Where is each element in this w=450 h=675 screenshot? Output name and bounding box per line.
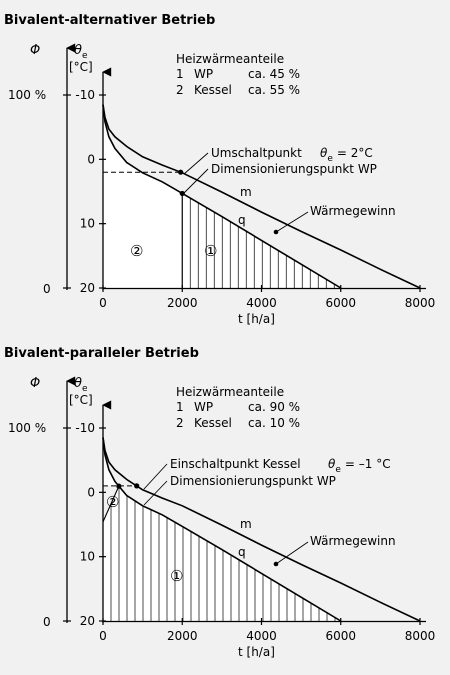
phi-tick-100: 100 % [8, 88, 46, 102]
x-tick-label: 8000 [405, 296, 436, 310]
legend-row-1-share: ca. 45 % [248, 67, 300, 81]
legend-row-1-num: 1 [176, 67, 184, 81]
x-tick-label: 2000 [167, 629, 198, 643]
legend-row-2-num: 2 [176, 416, 184, 430]
legend-row-2-num: 2 [176, 83, 184, 97]
legend-row-1-share: ca. 90 % [248, 400, 300, 414]
theta-tick-label: -10 [75, 88, 95, 102]
curve-layer [102, 104, 421, 289]
curve-q [102, 437, 342, 622]
legend-row-2-share: ca. 10 % [248, 416, 300, 430]
curve-m [102, 104, 421, 289]
curve-q [102, 104, 342, 289]
gain-leader [275, 211, 309, 233]
theta-tick-label: 0 [87, 152, 95, 166]
area-layer [102, 437, 341, 621]
dimension-point-label: Dimensionierungspunkt WP [170, 474, 336, 488]
legend-row-1-num: 1 [176, 400, 184, 414]
gain-dot [273, 229, 279, 235]
panel-parallel: Bivalent-paralleler Betrieb Φ θe [°C] 10… [4, 346, 435, 659]
switch-point-formula: θe = –1 °C [328, 457, 391, 475]
legend-row-2-share: ca. 55 % [248, 83, 300, 97]
x-tick-label: 6000 [325, 296, 356, 310]
switch-point [178, 169, 184, 175]
panel-alternativ: Bivalent-alternativer Betrieb Φ θe [°C] … [4, 13, 435, 326]
phi-axis-label: Φ [30, 376, 40, 391]
switch-leader [143, 463, 168, 490]
x-tick-label: 2000 [167, 296, 198, 310]
phi-axis-label: Φ [30, 43, 40, 58]
area-kessel [103, 437, 119, 487]
curve-m [102, 437, 421, 622]
phi-tick-0: 0 [43, 282, 51, 296]
legend-title: Heizwärmeanteile [176, 52, 284, 66]
chart-title: Bivalent-alternativer Betrieb [4, 13, 215, 28]
area-kessel [103, 104, 183, 288]
phi-tick-0: 0 [43, 615, 51, 629]
legend-row-1-name: WP [194, 67, 213, 81]
x-tick-label: 4000 [246, 296, 277, 310]
curve-q-label: q [238, 545, 246, 559]
gain-label: Wärmegewinn [310, 534, 396, 548]
theta-axis-label: θe [74, 43, 88, 61]
theta-tick-label: 10 [80, 550, 95, 564]
legend-row-1-name: WP [194, 400, 213, 414]
theta-axis-label: θe [74, 376, 88, 394]
switch-leader [183, 152, 209, 175]
gain-dot [273, 561, 279, 567]
theta-axis-unit: [°C] [69, 393, 93, 407]
switch-point [134, 483, 140, 489]
area-wp [103, 486, 341, 621]
theta-tick-label: 10 [80, 217, 95, 231]
dimension-leader [183, 168, 209, 194]
x-tick-label: 0 [99, 629, 107, 643]
theta-tick-label: 20 [80, 281, 95, 295]
theta-tick-label: 0 [87, 485, 95, 499]
dimension-point-label: Dimensionierungspunkt WP [211, 162, 377, 176]
chart-title: Bivalent-paralleler Betrieb [4, 346, 199, 361]
x-axis-label: t [h/a] [238, 312, 275, 326]
dimension-leader [143, 480, 168, 506]
x-tick-label: 8000 [405, 629, 436, 643]
theta-axis-unit: [°C] [69, 60, 93, 74]
legend-row-2-name: Kessel [194, 83, 232, 97]
legend-title: Heizwärmeanteile [176, 385, 284, 399]
curve-m-label: m [240, 517, 252, 531]
x-axis-label: t [h/a] [238, 645, 275, 659]
tick-layer: -10 0 10 20 0 2000 4000 6000 8000 [63, 88, 435, 310]
legend-row-2-name: Kessel [194, 416, 232, 430]
gain-leader [275, 541, 309, 565]
gain-label: Wärmegewinn [310, 204, 396, 218]
tick-layer: -10 0 10 20 0 2000 4000 6000 8000 [63, 421, 435, 643]
area-2-label: ② [106, 493, 119, 511]
area-layer [103, 104, 341, 288]
area-1-label: ① [204, 242, 217, 260]
curve-layer [102, 437, 421, 622]
switch-point-label: Umschaltpunkt [211, 146, 302, 160]
dimension-point [179, 190, 185, 197]
x-tick-label: 4000 [246, 629, 277, 643]
theta-tick-label: 20 [80, 614, 95, 628]
x-tick-label: 0 [99, 296, 107, 310]
theta-tick-label: -10 [75, 421, 95, 435]
area-2-label: ② [130, 242, 143, 260]
switch-point-label: Einschaltpunkt Kessel [170, 457, 301, 471]
phi-tick-100: 100 % [8, 421, 46, 435]
curve-q-label: q [238, 213, 246, 227]
curve-m-label: m [240, 185, 252, 199]
x-tick-label: 6000 [325, 629, 356, 643]
switch-point-formula: θe = 2°C [320, 146, 373, 164]
dimension-point [116, 483, 122, 489]
area-1-label: ① [170, 567, 183, 585]
